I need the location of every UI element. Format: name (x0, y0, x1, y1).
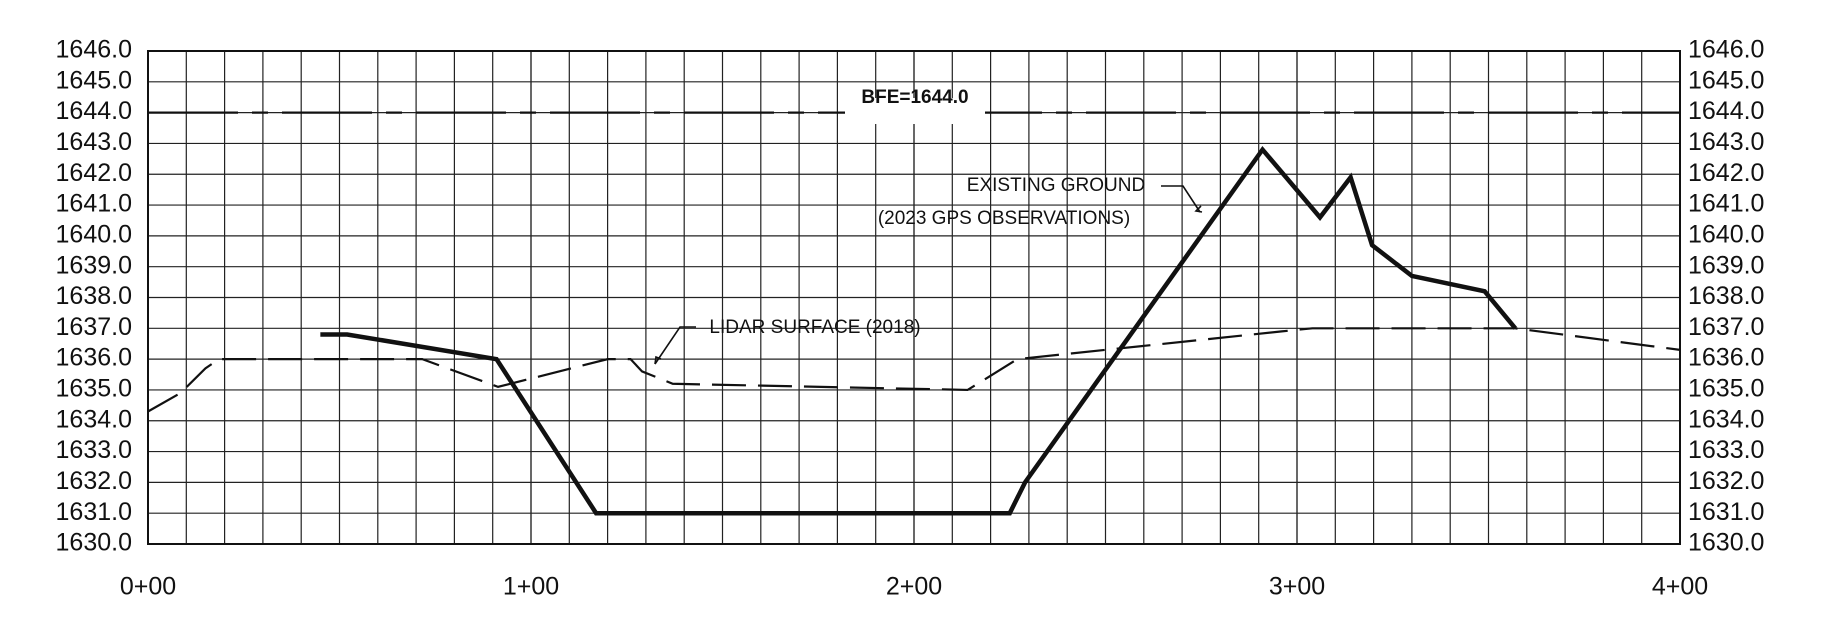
y-tick-label: 1634.0 (56, 405, 132, 433)
y-tick-label: 1644.0 (56, 97, 132, 125)
y-tick-label: 1642.0 (56, 159, 132, 187)
bfe-label: BFE=1644.0 (861, 87, 968, 108)
y-tick-label: 1631.0 (56, 498, 132, 526)
x-tick-label: 3+00 (1269, 573, 1325, 601)
y-tick-label: 1639.0 (56, 251, 132, 279)
y-tick-label: 1645.0 (56, 66, 132, 94)
y2-tick-label: 1642.0 (1688, 159, 1764, 187)
y-tick-label: 1633.0 (56, 436, 132, 464)
leader-lidar (654, 326, 696, 365)
y2-tick-label: 1638.0 (1688, 282, 1764, 310)
y-tick-label: 1643.0 (56, 128, 132, 156)
x-tick-label: 1+00 (503, 573, 559, 601)
y2-tick-label: 1645.0 (1688, 66, 1764, 94)
y2-tick-label: 1634.0 (1688, 405, 1764, 433)
y-tick-label: 1630.0 (56, 529, 132, 557)
x-tick-label: 2+00 (886, 573, 942, 601)
series-line (147, 327, 1681, 413)
leader-existing (1161, 185, 1201, 213)
y2-tick-label: 1644.0 (1688, 97, 1764, 125)
leader-arrow (654, 355, 662, 365)
y-tick-label: 1637.0 (56, 313, 132, 341)
bfe-label-bg (845, 98, 985, 124)
y2-tick-label: 1636.0 (1688, 344, 1764, 372)
annotation: LIDAR SURFACE (2018) (709, 317, 920, 338)
leaders (654, 185, 1203, 365)
annotation: (2023 GPS OBSERVATIONS) (878, 208, 1130, 229)
y-tick-label: 1635.0 (56, 375, 132, 403)
y2-tick-label: 1637.0 (1688, 313, 1764, 341)
plot: 1630.0 1630.0 1631.0 1631.0 1632.0 1632.0 1633… (56, 36, 1765, 601)
y2-tick-label: 1641.0 (1688, 190, 1764, 218)
x-tick-label: 0+00 (120, 573, 176, 601)
y2-tick-label: 1646.0 (1688, 36, 1764, 64)
y-tick-label: 1641.0 (56, 190, 132, 218)
y2-tick-label: 1633.0 (1688, 436, 1764, 464)
y2-tick-label: 1640.0 (1688, 220, 1764, 248)
y2-tick-label: 1631.0 (1688, 498, 1764, 526)
x-tick-label: 4+00 (1652, 573, 1708, 601)
series-line (320, 145, 1518, 516)
y-tick-label: 1646.0 (56, 36, 132, 64)
y2-tick-label: 1630.0 (1688, 529, 1764, 557)
y-tick-label: 1636.0 (56, 344, 132, 372)
leader-arrow (1194, 205, 1203, 213)
annotation: EXISTING GROUND (967, 175, 1145, 196)
y-tick-label: 1638.0 (56, 282, 132, 310)
y2-tick-label: 1639.0 (1688, 251, 1764, 279)
plot-frame (147, 50, 1681, 545)
y-tick-label: 1632.0 (56, 467, 132, 495)
y-tick-label: 1640.0 (56, 220, 132, 248)
y2-tick-label: 1635.0 (1688, 375, 1764, 403)
y2-tick-label: 1643.0 (1688, 128, 1764, 156)
y2-tick-label: 1632.0 (1688, 467, 1764, 495)
